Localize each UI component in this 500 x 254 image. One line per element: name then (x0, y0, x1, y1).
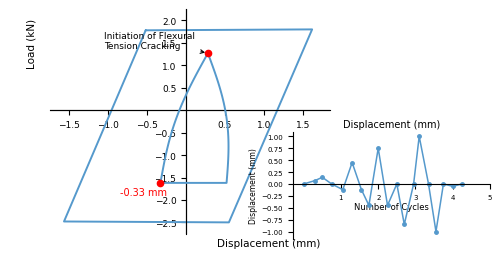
Y-axis label: Load (kN): Load (kN) (26, 19, 36, 69)
Y-axis label: Displacement (mm): Displacement (mm) (250, 148, 258, 223)
Text: -0.33 mm: -0.33 mm (120, 188, 167, 198)
Title: Displacement (mm): Displacement (mm) (342, 120, 440, 130)
X-axis label: Displacement (mm): Displacement (mm) (216, 238, 320, 248)
Text: Initiation of Flexural
Tension Cracking: Initiation of Flexural Tension Cracking (104, 32, 204, 54)
X-axis label: Number of Cycles: Number of Cycles (354, 203, 428, 212)
